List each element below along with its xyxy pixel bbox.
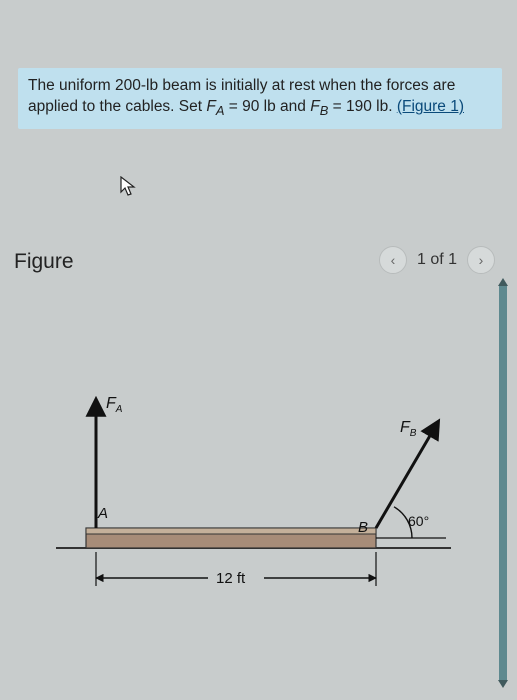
angle-label: 60° (408, 513, 429, 529)
fb-symbol: F (310, 98, 319, 115)
force-b-label: FB (400, 419, 417, 439)
scroll-down-icon (498, 680, 508, 688)
beam-diagram: 60° 12 ft A B FA FB (56, 330, 456, 630)
pager-label: 1 of 1 (417, 251, 457, 269)
fb-sub: B (320, 103, 329, 118)
pager-next-button[interactable]: › (467, 246, 495, 274)
point-b-label: B (358, 519, 368, 536)
figure-pager: ‹ 1 of 1 › (379, 246, 495, 274)
fa-symbol: F (206, 98, 215, 115)
figure-link[interactable]: (Figure 1) (397, 98, 464, 115)
chevron-left-icon: ‹ (391, 252, 396, 268)
fa-sub: A (216, 103, 225, 118)
fb-eq: = 190 lb. (333, 98, 397, 115)
dim-label: 12 ft (216, 570, 246, 587)
scroll-up-icon (498, 278, 508, 286)
figure-heading: Figure (14, 250, 74, 274)
point-a-label: A (97, 505, 108, 522)
pager-prev-button[interactable]: ‹ (379, 246, 407, 274)
vertical-scrollbar[interactable] (499, 282, 507, 684)
beam-top (86, 528, 376, 534)
cursor-icon (120, 176, 138, 198)
force-a-label: FA (106, 395, 123, 415)
chevron-right-icon: › (479, 252, 484, 268)
problem-statement: The uniform 200-lb beam is initially at … (18, 68, 502, 129)
fa-eq: = 90 lb and (229, 98, 310, 115)
